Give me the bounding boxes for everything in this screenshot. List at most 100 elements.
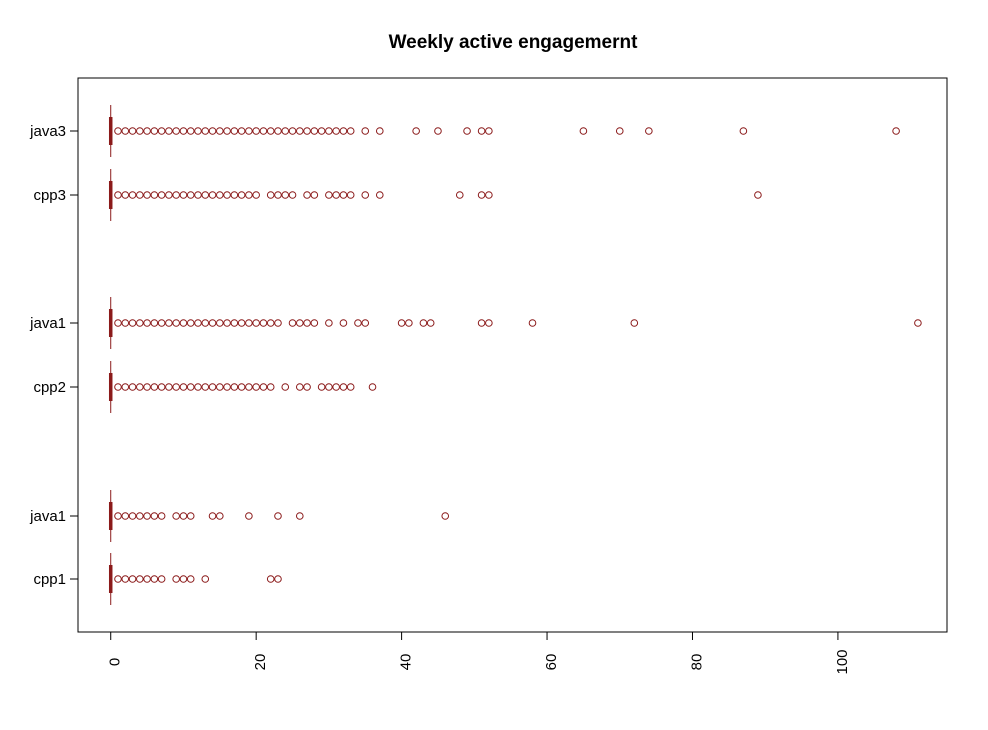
outlier-point — [266, 127, 275, 135]
outlier-point — [441, 512, 450, 520]
outlier-point — [230, 383, 239, 391]
outlier-point — [346, 383, 355, 391]
outlier-point — [914, 319, 922, 327]
outlier-point — [121, 127, 130, 135]
outlier-point — [346, 127, 355, 135]
outlier-point — [179, 319, 188, 327]
outlier-point — [194, 191, 202, 199]
outlier-point — [477, 127, 486, 135]
outlier-point — [375, 191, 384, 199]
outlier-point — [223, 383, 231, 391]
outlier-point — [310, 127, 319, 135]
outlier-point — [172, 127, 180, 135]
outlier-point — [136, 191, 144, 199]
x-axis: 0 20 40 60 80 100 — [107, 631, 851, 675]
x-tick-label: 40 — [398, 654, 415, 671]
outlier-point — [266, 319, 275, 327]
outlier-point — [165, 127, 173, 135]
outlier-point — [368, 383, 377, 391]
outlier-point — [325, 191, 333, 199]
y-tick-label: java1 — [29, 508, 66, 525]
outlier-point — [165, 191, 173, 199]
outlier-point — [201, 319, 210, 327]
plot-frame — [77, 77, 948, 633]
outlier-point — [317, 383, 326, 391]
outlier-point — [361, 319, 370, 327]
outlier-point — [237, 127, 246, 135]
outlier-point — [208, 512, 217, 520]
outlier-point — [754, 191, 762, 199]
outlier-point — [354, 319, 362, 327]
outlier-point — [245, 383, 253, 391]
outlier-point — [128, 127, 137, 135]
outlier-point — [325, 319, 333, 327]
outlier-point — [230, 319, 239, 327]
outlier-point — [172, 191, 180, 199]
outlier-point — [288, 127, 297, 135]
outlier-point — [150, 319, 159, 327]
outlier-point — [186, 383, 195, 391]
outlier-point — [266, 383, 275, 391]
outlier-point — [143, 383, 151, 391]
outlier-point — [361, 127, 370, 135]
outlier-point — [892, 127, 900, 135]
outlier-point — [405, 319, 413, 327]
outlier-point — [310, 191, 319, 199]
outlier-point — [397, 319, 406, 327]
outlier-point — [157, 319, 166, 327]
outlier-point — [201, 191, 210, 199]
x-tick-label: 60 — [543, 654, 560, 671]
outlier-point — [143, 319, 151, 327]
outlier-point — [165, 383, 173, 391]
outlier-point — [186, 512, 195, 520]
outlier-point — [485, 191, 493, 199]
outlier-point — [216, 383, 224, 391]
box-group — [108, 169, 762, 221]
outlier-point — [237, 383, 246, 391]
outlier-point — [223, 127, 231, 135]
outlier-point — [455, 191, 464, 199]
outlier-point — [281, 191, 290, 199]
box-group — [108, 490, 450, 542]
outlier-point — [245, 319, 253, 327]
outlier-point — [281, 127, 290, 135]
outlier-point — [121, 319, 130, 327]
outlier-point — [252, 319, 260, 327]
outlier-point — [179, 575, 188, 583]
outlier-point — [201, 575, 210, 583]
outlier-point — [361, 191, 370, 199]
outlier-point — [143, 512, 151, 520]
outlier-point — [172, 512, 180, 520]
outlier-point — [136, 319, 144, 327]
outlier-point — [143, 127, 151, 135]
y-tick-label: cpp1 — [33, 571, 66, 588]
outlier-point — [150, 191, 159, 199]
outlier-point — [179, 191, 188, 199]
outlier-point — [121, 512, 130, 520]
outlier-point — [121, 191, 130, 199]
outlier-point — [303, 383, 311, 391]
outlier-point — [186, 191, 195, 199]
outlier-point — [208, 383, 217, 391]
outlier-point — [157, 512, 166, 520]
outlier-point — [295, 319, 304, 327]
outlier-point — [339, 383, 348, 391]
outlier-point — [288, 191, 297, 199]
outlier-point — [194, 127, 202, 135]
box-group — [108, 553, 282, 605]
outlier-point — [434, 127, 442, 135]
outlier-point — [485, 127, 493, 135]
outlier-point — [252, 383, 260, 391]
outlier-point — [179, 127, 188, 135]
outlier-point — [274, 512, 282, 520]
outlier-point — [288, 319, 297, 327]
outlier-point — [295, 512, 304, 520]
outlier-point — [245, 127, 253, 135]
outlier-point — [114, 383, 122, 391]
outlier-point — [252, 127, 260, 135]
outlier-point — [295, 127, 304, 135]
outlier-point — [266, 191, 275, 199]
outlier-point — [528, 319, 537, 327]
outlier-point — [216, 512, 224, 520]
